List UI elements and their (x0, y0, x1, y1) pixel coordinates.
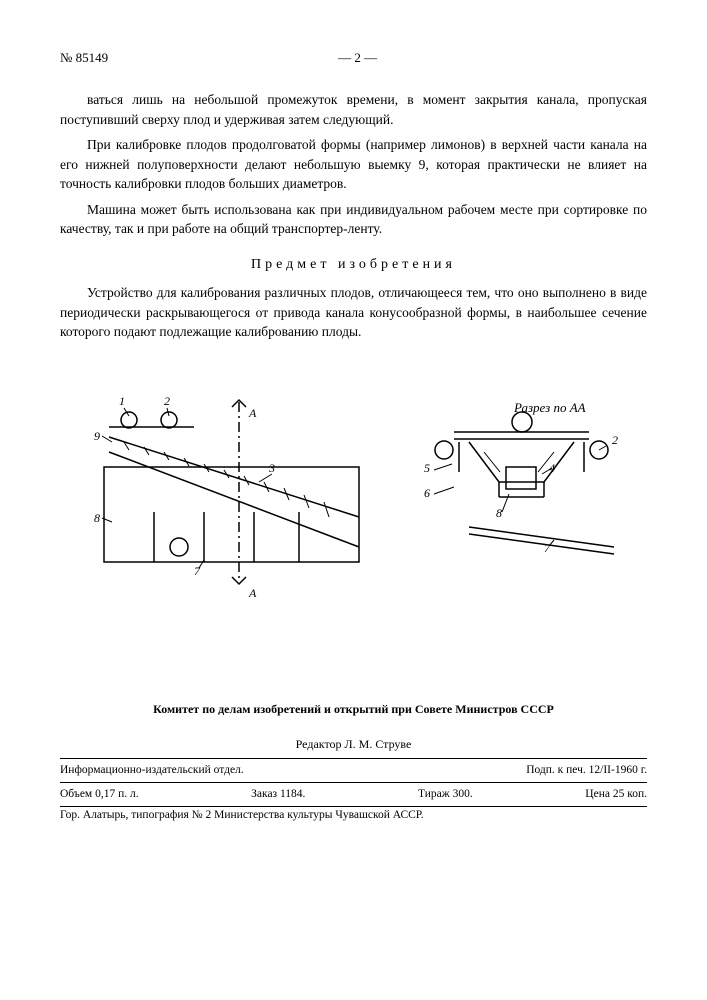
svg-text:6: 6 (424, 486, 430, 500)
patent-figure: 1 2 3 9 8 7 А А (60, 372, 647, 602)
svg-text:1: 1 (119, 394, 125, 408)
svg-text:9: 9 (94, 429, 100, 443)
claim-title: Предмет изобретения (60, 257, 647, 273)
committee-line: Комитет по делам изобретений и открытий … (60, 702, 647, 717)
paragraph-1: ваться лишь на небольшой промежуток врем… (60, 90, 647, 129)
printer-line: Гор. Алатырь, типография № 2 Министерств… (60, 809, 647, 821)
svg-text:5: 5 (424, 461, 430, 475)
figure-section-label: Разрез по АА (513, 400, 586, 415)
page-number: — 2 — (338, 50, 377, 66)
svg-text:2: 2 (164, 394, 170, 408)
imprint-volume: Объем 0,17 п. л. (60, 786, 139, 803)
imprint-price: Цена 25 коп. (585, 786, 647, 803)
svg-text:8: 8 (94, 511, 100, 525)
imprint-order: Заказ 1184. (251, 786, 305, 803)
paragraph-3: Машина может быть использована как при и… (60, 200, 647, 239)
imprint-block: Информационно-издательский отдел. Подп. … (60, 758, 647, 808)
svg-text:2: 2 (612, 433, 618, 447)
doc-number: № 85149 (60, 50, 108, 66)
body-text: ваться лишь на небольшой промежуток врем… (60, 90, 647, 239)
imprint-signed: Подп. к печ. 12/II-1960 г. (526, 762, 647, 779)
svg-text:7: 7 (544, 541, 551, 555)
page-header: № 85149 — 2 — (60, 50, 647, 66)
claim-body: Устройство для калибрования различных пл… (60, 283, 647, 342)
svg-text:3: 3 (268, 461, 275, 475)
claim-text: Устройство для калибрования различных пл… (60, 283, 647, 342)
paragraph-2: При калибровке плодов продолговатой форм… (60, 135, 647, 194)
svg-text:А: А (248, 586, 257, 600)
imprint-tirage: Тираж 300. (418, 786, 473, 803)
editor-line: Редактор Л. М. Струве (60, 737, 647, 752)
imprint-dept: Информационно-издательский отдел. (60, 762, 244, 779)
svg-text:8: 8 (496, 506, 502, 520)
svg-text:А: А (248, 406, 257, 420)
